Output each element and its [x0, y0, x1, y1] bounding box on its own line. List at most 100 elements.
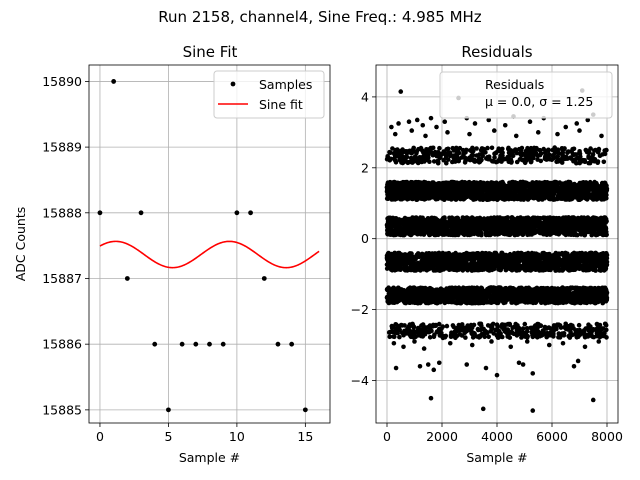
residual-point	[470, 193, 475, 198]
residual-point	[459, 219, 464, 225]
residual-point	[443, 152, 449, 158]
residual-point	[581, 180, 586, 185]
residual-point	[533, 151, 539, 156]
residual-point	[456, 158, 462, 164]
residual-point	[562, 146, 567, 151]
residual-point	[447, 150, 453, 155]
residual-point	[560, 150, 566, 155]
residual-point	[575, 266, 581, 271]
residual-point	[556, 216, 561, 221]
residual-point	[387, 194, 392, 200]
residual-point	[570, 191, 576, 197]
residual-point	[591, 181, 597, 186]
sample-point	[207, 341, 212, 347]
residual-point	[569, 253, 574, 258]
residual-point	[438, 154, 443, 160]
residual-point	[388, 150, 393, 155]
residual-point	[525, 197, 531, 202]
residual-point	[400, 154, 406, 159]
residual-point	[457, 188, 462, 194]
residual-point	[403, 149, 409, 154]
sample-point	[193, 341, 199, 347]
residual-point	[543, 153, 548, 159]
residual-point	[397, 222, 402, 227]
residual-point	[573, 152, 579, 157]
sine-fit-ytick-label-3: 15888	[42, 205, 82, 220]
sample-point	[111, 79, 117, 84]
residual-point	[583, 147, 589, 153]
residual-point	[580, 157, 586, 163]
residual-point	[520, 151, 525, 157]
residual-point	[484, 156, 489, 161]
residual-point	[463, 227, 468, 232]
residual-point	[492, 155, 497, 160]
residual-point	[466, 217, 472, 223]
residual-point	[566, 229, 571, 234]
residual-point	[522, 160, 528, 166]
residual-point	[573, 251, 578, 257]
residual-point	[559, 160, 565, 165]
residual-point	[480, 151, 485, 157]
residual-point	[576, 222, 582, 228]
residual-point	[505, 154, 510, 160]
legend-sine-fit-label: Sine fit	[259, 97, 303, 112]
residual-point	[525, 221, 531, 226]
residual-point	[601, 159, 607, 165]
residual-point	[507, 194, 513, 200]
residuals-grid	[376, 65, 618, 423]
sample-point	[261, 276, 267, 281]
sample-point	[234, 210, 240, 216]
residual-point	[581, 215, 587, 220]
residual-point	[517, 228, 522, 233]
legend-samples-marker	[230, 81, 236, 87]
residual-point	[418, 145, 424, 151]
residual-point	[521, 194, 526, 199]
residual-point	[396, 151, 402, 156]
residual-point	[430, 219, 435, 224]
residual-point	[589, 223, 595, 228]
residual-point	[444, 160, 449, 166]
residual-point	[565, 150, 570, 155]
sine-fit-ylabel: ADC Counts	[13, 207, 28, 282]
residual-point	[474, 146, 479, 151]
residual-point	[414, 150, 419, 156]
sine-fit-ytick-label-4: 15889	[42, 140, 82, 155]
residual-point	[496, 193, 502, 198]
residual-point	[415, 160, 421, 166]
residual-point	[495, 232, 500, 237]
sample-point	[275, 341, 281, 347]
sine-fit-title: Sine Fit	[183, 43, 238, 61]
residual-point	[451, 155, 457, 161]
residual-point	[508, 157, 514, 162]
residual-point	[441, 157, 447, 163]
residual-point	[502, 230, 507, 236]
residual-point	[589, 232, 594, 238]
residual-point	[578, 226, 583, 232]
residual-point	[469, 157, 474, 162]
residual-point	[422, 159, 427, 164]
residual-point	[491, 159, 496, 164]
residual-point	[489, 196, 495, 201]
residual-point	[569, 184, 575, 190]
residual-point	[576, 196, 581, 201]
residual-point	[512, 218, 517, 223]
residuals-plot-area	[384, 88, 610, 413]
residual-point	[395, 147, 400, 152]
residual-point	[417, 193, 423, 199]
residual-point	[425, 186, 430, 192]
residual-point	[438, 193, 444, 198]
sine-fit-xtick-label-3: 15	[297, 429, 313, 444]
residual-point	[543, 188, 549, 194]
residual-point	[518, 147, 524, 153]
residual-point	[507, 226, 512, 232]
residual-point	[538, 158, 544, 164]
residual-point	[447, 216, 453, 221]
residual-point	[422, 218, 427, 223]
residual-point	[604, 147, 609, 153]
sample-point	[289, 341, 295, 347]
residual-point	[554, 147, 560, 153]
residual-point	[499, 159, 504, 164]
sample-point	[97, 210, 103, 216]
residual-point	[588, 146, 593, 151]
residual-point	[529, 146, 535, 152]
